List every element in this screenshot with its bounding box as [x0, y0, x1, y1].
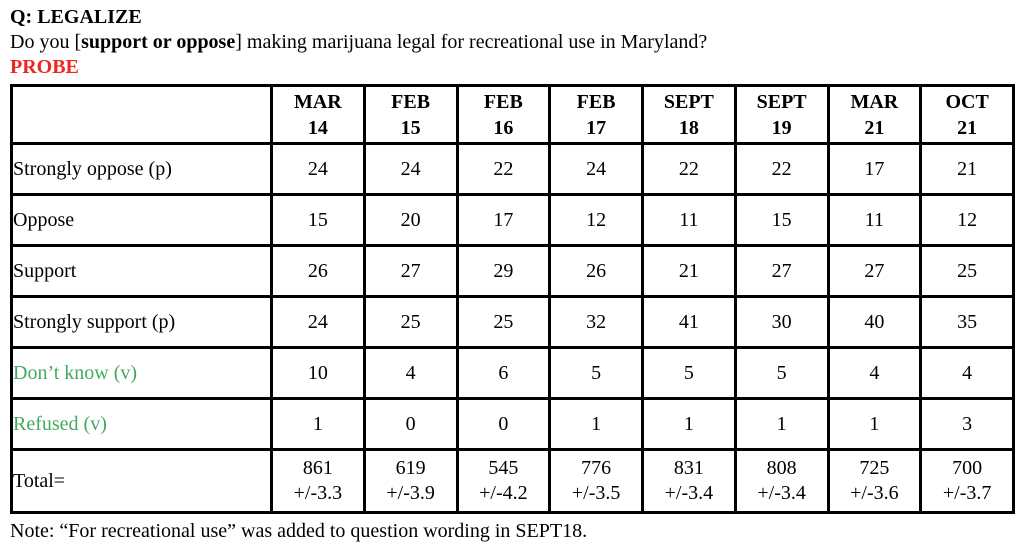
- data-cell: 12: [548, 193, 644, 247]
- total-cell: 831 +/-3.4: [641, 448, 737, 514]
- poll-results-table: MAR 14 FEB 15 FEB 16 FEB 17 SEPT 18 SEPT…: [10, 84, 1015, 514]
- footnote-text: Note: “For recreational use” was added t…: [10, 520, 588, 542]
- data-cell: 10: [270, 346, 366, 400]
- table-row-oppose: Oppose 15 20 17 12 11 15 11 12: [10, 193, 1015, 247]
- table-row-strongly-support: Strongly support (p) 24 25 25 32 41 30 4…: [10, 295, 1015, 349]
- data-cell: 4: [919, 346, 1015, 400]
- total-cell: 808 +/-3.4: [733, 448, 830, 514]
- row-label: Strongly oppose (p): [10, 142, 273, 196]
- data-cell: 4: [826, 346, 923, 400]
- data-cell: 5: [733, 346, 830, 400]
- data-cell: 25: [919, 244, 1015, 298]
- data-cell: 15: [733, 193, 830, 247]
- table-row-support: Support 26 27 29 26 21 27 27 25: [10, 244, 1015, 298]
- data-cell: 11: [641, 193, 737, 247]
- column-header-oct21: OCT 21: [919, 84, 1015, 145]
- data-cell: 24: [270, 295, 366, 349]
- row-label: Support: [10, 244, 273, 298]
- data-cell: 24: [548, 142, 644, 196]
- column-header-sept18: SEPT 18: [641, 84, 737, 145]
- data-cell: 0: [455, 397, 552, 451]
- data-cell: 4: [362, 346, 459, 400]
- row-label-volunteered: Don’t know (v): [10, 346, 273, 400]
- table-row-total: Total= 861 +/-3.3 619 +/-3.9 545 +/-4.2 …: [10, 448, 1015, 514]
- corner-cell: [10, 84, 273, 145]
- data-cell: 15: [270, 193, 366, 247]
- data-cell: 1: [270, 397, 366, 451]
- table-row-refused: Refused (v) 1 0 0 1 1 1 1 3: [10, 397, 1015, 451]
- question-text: Do you [support or oppose] making mariju…: [10, 30, 1014, 55]
- column-header-feb15: FEB 15: [362, 84, 459, 145]
- question-text-pre: Do you [: [10, 31, 82, 53]
- data-cell: 20: [362, 193, 459, 247]
- data-cell: 30: [733, 295, 830, 349]
- column-header-mar14: MAR 14: [270, 84, 366, 145]
- data-cell: 27: [362, 244, 459, 298]
- data-cell: 29: [455, 244, 552, 298]
- table-header-row: MAR 14 FEB 15 FEB 16 FEB 17 SEPT 18 SEPT…: [10, 84, 1015, 145]
- table-row-dont-know: Don’t know (v) 10 4 6 5 5 5 4 4: [10, 346, 1015, 400]
- data-cell: 40: [826, 295, 923, 349]
- data-cell: 26: [548, 244, 644, 298]
- data-cell: 24: [362, 142, 459, 196]
- data-cell: 25: [362, 295, 459, 349]
- total-cell: 861 +/-3.3: [270, 448, 366, 514]
- data-cell: 27: [733, 244, 830, 298]
- column-header-sept19: SEPT 19: [733, 84, 830, 145]
- data-cell: 17: [826, 142, 923, 196]
- data-cell: 5: [641, 346, 737, 400]
- question-id-title: Q: LEGALIZE: [10, 6, 142, 28]
- row-label: Oppose: [10, 193, 273, 247]
- data-cell: 22: [733, 142, 830, 196]
- data-cell: 26: [270, 244, 366, 298]
- table-row-strongly-oppose: Strongly oppose (p) 24 24 22 24 22 22 17…: [10, 142, 1015, 196]
- data-cell: 11: [826, 193, 923, 247]
- data-cell: 21: [919, 142, 1015, 196]
- column-header-feb17: FEB 17: [548, 84, 644, 145]
- data-cell: 1: [826, 397, 923, 451]
- data-cell: 22: [455, 142, 552, 196]
- data-cell: 25: [455, 295, 552, 349]
- total-cell: 545 +/-4.2: [455, 448, 552, 514]
- total-cell: 700 +/-3.7: [919, 448, 1015, 514]
- data-cell: 3: [919, 397, 1015, 451]
- data-cell: 35: [919, 295, 1015, 349]
- data-cell: 1: [733, 397, 830, 451]
- column-header-feb16: FEB 16: [455, 84, 552, 145]
- total-cell: 619 +/-3.9: [362, 448, 459, 514]
- data-cell: 32: [548, 295, 644, 349]
- data-cell: 6: [455, 346, 552, 400]
- data-cell: 21: [641, 244, 737, 298]
- total-cell: 776 +/-3.5: [548, 448, 644, 514]
- column-header-mar21: MAR 21: [826, 84, 923, 145]
- row-label: Strongly support (p): [10, 295, 273, 349]
- probe-label: PROBE: [10, 56, 79, 78]
- data-cell: 12: [919, 193, 1015, 247]
- total-cell: 725 +/-3.6: [826, 448, 923, 514]
- data-cell: 27: [826, 244, 923, 298]
- question-text-emphasis: support or oppose: [81, 31, 236, 53]
- total-row-label: Total=: [10, 448, 273, 514]
- data-cell: 24: [270, 142, 366, 196]
- data-cell: 5: [548, 346, 644, 400]
- data-cell: 1: [548, 397, 644, 451]
- row-label-volunteered: Refused (v): [10, 397, 273, 451]
- data-cell: 41: [641, 295, 737, 349]
- data-cell: 0: [362, 397, 459, 451]
- question-text-post: ] making marijuana legal for recreationa…: [235, 31, 708, 53]
- data-cell: 17: [455, 193, 552, 247]
- data-cell: 1: [641, 397, 737, 451]
- data-cell: 22: [641, 142, 737, 196]
